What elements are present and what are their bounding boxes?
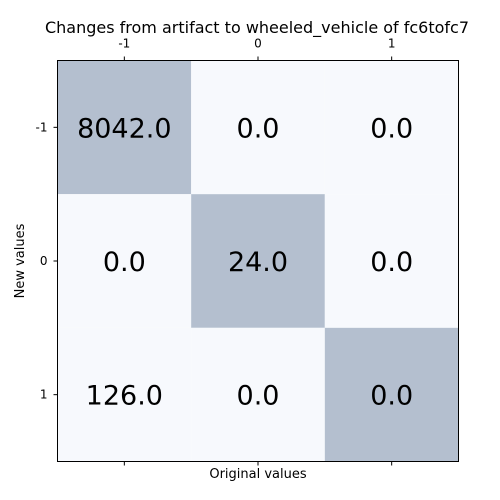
- heatmap-cell: [57, 60, 192, 195]
- heatmap-cell: [191, 60, 325, 195]
- heatmap-cells: 8042.0 0.0 0.0 0.0 24.0 0.0 126.0 0.0 0.0: [57, 60, 459, 462]
- cell-value-label: 0.0: [103, 247, 146, 278]
- cell-value-label: 0.0: [237, 113, 280, 144]
- heatmap-cell: [57, 194, 192, 328]
- y-tick-label: 1: [40, 388, 48, 402]
- heatmap-cell: [57, 327, 192, 462]
- plot-frame: [57, 60, 459, 462]
- cell-value-label: 0.0: [370, 247, 413, 278]
- heatmap-cell: [191, 327, 325, 462]
- y-tick-label: -1: [36, 120, 48, 134]
- heatmap-cell: [191, 194, 325, 328]
- y-tick-label: 0: [40, 254, 48, 268]
- cell-value-label: 0.0: [237, 381, 280, 412]
- cell-value-label: 0.0: [370, 381, 413, 412]
- x-tick-label: 1: [388, 37, 396, 51]
- cell-value-label: 8042.0: [77, 113, 171, 144]
- axis-ticks: -1 0 1 -1 0 1: [36, 37, 396, 466]
- x-tick-label: 0: [254, 37, 262, 51]
- x-tick-label: -1: [118, 37, 130, 51]
- chart-title: Changes from artifact to wheeled_vehicle…: [45, 18, 469, 38]
- cell-value-label: 24.0: [228, 247, 288, 278]
- y-axis-label: New values: [13, 223, 28, 298]
- cell-value-label: 126.0: [86, 381, 163, 412]
- x-axis-label: Original values: [209, 467, 307, 482]
- heatmap-cell: [324, 327, 459, 462]
- heatmap-cell: [324, 60, 459, 195]
- cell-value-label: 0.0: [370, 113, 413, 144]
- heatmap-cell: [324, 194, 459, 328]
